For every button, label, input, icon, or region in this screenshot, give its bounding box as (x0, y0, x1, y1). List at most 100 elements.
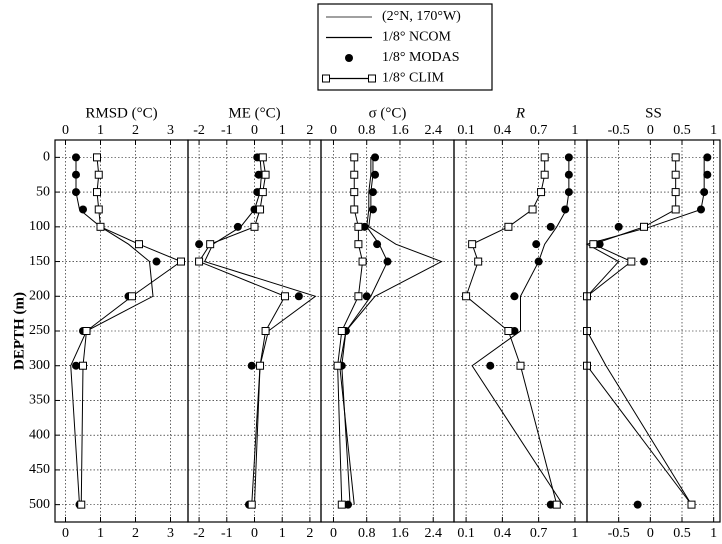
panel-frame (586, 139, 721, 523)
x-tick-label: 2.4 (424, 526, 442, 541)
legend-label: 1/8° MODAS (382, 50, 460, 65)
x-tick-label: 0 (647, 526, 654, 541)
square (337, 327, 346, 335)
legend-square (322, 74, 330, 83)
x-tick-label: 1 (710, 123, 717, 138)
square (93, 153, 101, 162)
dot (72, 188, 80, 197)
dot (383, 257, 392, 266)
x-tick-label: 1.6 (391, 123, 409, 138)
dot (546, 222, 555, 231)
square (256, 361, 265, 370)
dot (233, 222, 242, 231)
panel-title: RMSD (°C) (85, 105, 157, 121)
square (671, 188, 680, 197)
dot (564, 188, 573, 197)
square (82, 327, 91, 335)
y-tick-label: 50 (36, 184, 50, 199)
square (350, 153, 359, 162)
panel-title: SS (645, 105, 662, 121)
dot (371, 153, 380, 162)
x-tick-label: -2 (193, 123, 205, 138)
legend-square (368, 74, 376, 83)
x-tick-label: 0 (62, 526, 69, 541)
dot (561, 205, 570, 214)
y-tick-label: 0 (43, 150, 50, 165)
square (671, 153, 680, 162)
dot (703, 170, 712, 179)
square (354, 292, 363, 301)
square (333, 361, 342, 370)
x-tick-label: -1 (221, 526, 233, 541)
square (195, 257, 204, 266)
x-tick-label: 1 (279, 123, 286, 138)
dot (633, 500, 642, 509)
dot (510, 327, 519, 335)
square (627, 257, 636, 266)
square (135, 240, 143, 249)
square (258, 153, 267, 162)
panel-title: σ (°C) (369, 105, 407, 121)
dot (703, 153, 712, 162)
square (177, 257, 185, 266)
dot (368, 205, 377, 214)
square (350, 170, 359, 179)
y-tick-label: 200 (29, 288, 50, 303)
square (528, 205, 537, 214)
square (589, 240, 598, 249)
x-tick-label: -1 (221, 123, 233, 138)
square (640, 222, 648, 231)
x-tick-label: 0 (251, 526, 258, 541)
legend-box (317, 3, 493, 91)
square (247, 500, 256, 509)
dot (486, 361, 495, 370)
dot (247, 361, 256, 370)
dot (360, 222, 369, 231)
dot (368, 188, 377, 197)
square (516, 361, 525, 370)
x-tick-label: 2 (306, 123, 313, 138)
x-tick-label: 0.5 (673, 526, 691, 541)
panel-title: ME (°C) (228, 105, 280, 121)
x-tick-label: 0 (647, 123, 654, 138)
y-tick-label: 250 (29, 323, 50, 338)
y-tick-label: 400 (29, 427, 50, 442)
dot (373, 240, 382, 249)
x-tick-label: 0.5 (673, 123, 691, 138)
x-tick-label: 0.7 (530, 526, 548, 541)
x-tick-label: 0.8 (358, 526, 376, 541)
legend-dot (345, 54, 353, 62)
x-tick-label: 0.1 (457, 526, 475, 541)
legend-label: 1/8° NCOM (382, 30, 452, 45)
square (462, 292, 471, 301)
dot (510, 292, 519, 301)
square (540, 170, 549, 179)
series-line (70, 157, 154, 505)
y-tick-label: 500 (29, 497, 50, 512)
dot (371, 170, 380, 179)
series-line (471, 157, 570, 505)
x-tick-label: 2 (132, 123, 139, 138)
square (504, 222, 513, 231)
x-tick-label: 3 (167, 123, 174, 138)
y-tick-label: 450 (29, 462, 50, 477)
x-tick-label: 0.1 (457, 123, 475, 138)
square (358, 257, 367, 266)
dot (294, 292, 303, 301)
dot (72, 170, 80, 179)
square (261, 170, 270, 179)
square (94, 205, 103, 214)
legend-label: 1/8° CLIM (382, 71, 445, 86)
square (354, 222, 363, 231)
square (94, 170, 103, 179)
x-tick-label: 0 (330, 526, 337, 541)
x-tick-label: 2.4 (424, 123, 442, 138)
x-tick-label: -0.5 (608, 123, 630, 138)
square (671, 205, 680, 214)
x-tick-label: 1 (97, 526, 104, 541)
dot (546, 500, 555, 509)
x-tick-label: 2 (306, 526, 313, 541)
square (552, 500, 561, 509)
square (261, 327, 270, 335)
